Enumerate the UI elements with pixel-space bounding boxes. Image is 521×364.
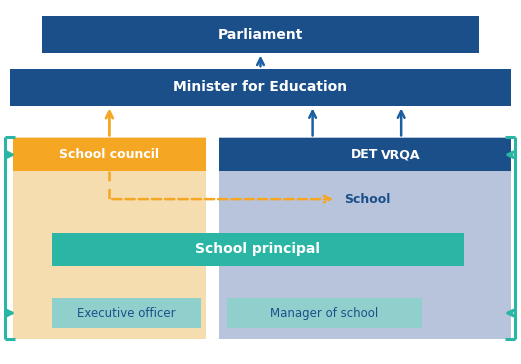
Text: Manager of school: Manager of school: [270, 306, 378, 320]
Bar: [42, 16, 479, 53]
Bar: [10, 69, 511, 106]
Text: School: School: [344, 193, 390, 206]
Bar: [227, 298, 422, 328]
Text: Parliament: Parliament: [218, 28, 303, 41]
Bar: [323, 138, 479, 171]
Text: DET: DET: [351, 148, 378, 161]
Bar: [52, 233, 464, 266]
Bar: [52, 298, 201, 328]
Text: School principal: School principal: [195, 242, 320, 256]
Text: Minister for Education: Minister for Education: [173, 80, 348, 94]
Bar: [13, 138, 206, 171]
Text: VRQA: VRQA: [381, 148, 421, 161]
Bar: [13, 137, 206, 339]
Bar: [219, 138, 511, 171]
Text: School council: School council: [59, 148, 159, 161]
Text: Executive officer: Executive officer: [77, 306, 176, 320]
Bar: [219, 137, 511, 339]
